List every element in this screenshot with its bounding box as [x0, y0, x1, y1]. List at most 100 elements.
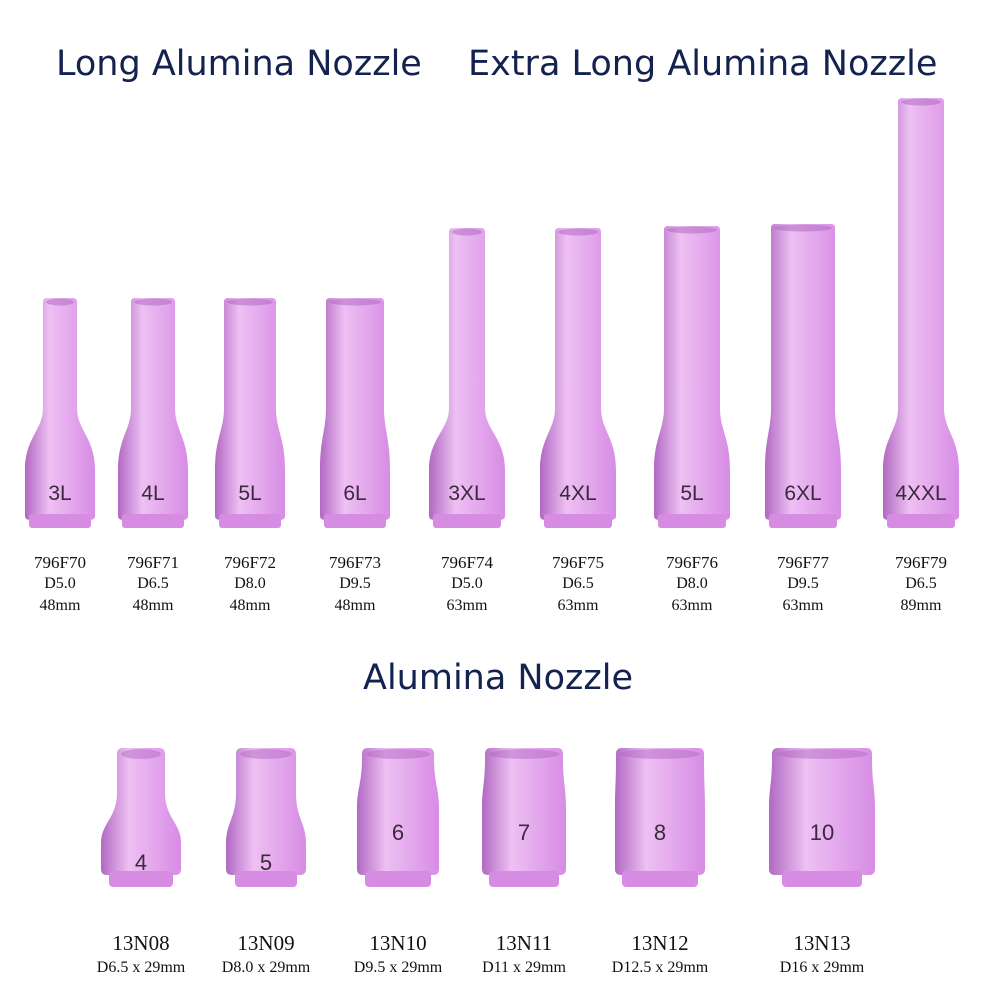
part-number: 796F79: [895, 553, 947, 572]
nozzle-base-ring: [324, 514, 386, 528]
part-number: 13N12: [631, 931, 688, 955]
long-nozzle: 5L 796F72 D8.0 48mm: [215, 298, 285, 614]
nozzle-spec: D6.5 x 29mm: [97, 959, 186, 976]
nozzle-spec: D9.5 x 29mm: [354, 959, 443, 976]
nozzle-length: 48mm: [335, 597, 376, 614]
nozzle-body: [654, 226, 730, 520]
long-nozzle: 3L 796F70 D5.0 48mm: [25, 298, 95, 614]
nozzle-body: [226, 748, 306, 875]
part-number: 796F70: [34, 553, 86, 572]
nozzle-bore: [489, 749, 559, 759]
part-number: 796F73: [329, 553, 381, 572]
bore-diameter: D8.0: [234, 575, 266, 592]
nozzle-base-ring: [29, 514, 91, 528]
extra-long-nozzle: 4XXL 796F79 D6.5 89mm: [883, 98, 959, 614]
bore-diameter: D9.5: [787, 575, 819, 592]
nozzle-body: [429, 228, 505, 520]
extra-long-nozzle-heading: Extra Long Alumina Nozzle: [468, 44, 938, 84]
nozzle-spec: D8.0 x 29mm: [222, 959, 311, 976]
nozzle-spec: D16 x 29mm: [780, 959, 865, 976]
extra-long-nozzle: 5L 796F76 D8.0 63mm: [654, 226, 730, 614]
bore-diameter: D6.5: [137, 575, 169, 592]
nozzle-body: [540, 228, 616, 520]
part-number: 13N13: [793, 931, 850, 955]
nozzle-size-mark: 3L: [48, 482, 71, 505]
nozzle-bore: [901, 98, 941, 106]
nozzle-body: [101, 748, 181, 875]
nozzle-base-ring: [658, 514, 726, 528]
nozzle-size-mark: 10: [810, 820, 834, 845]
nozzle-size-mark: 4: [135, 850, 147, 875]
nozzle-size-mark: 5L: [238, 482, 261, 505]
nozzle-bore: [776, 749, 868, 759]
nozzle-base-ring: [219, 514, 281, 528]
standard-nozzle: 6 13N10 D9.5 x 29mm: [354, 748, 443, 976]
bore-diameter: D6.5: [562, 575, 594, 592]
nozzle-size-mark: 6XL: [784, 482, 821, 505]
nozzle-bore: [329, 298, 381, 306]
nozzle-bore: [774, 224, 832, 232]
nozzle-bore: [558, 228, 598, 236]
nozzle-body: [482, 748, 566, 875]
nozzle-base-ring: [544, 514, 612, 528]
part-number: 796F71: [127, 553, 179, 572]
nozzle-size-mark: 4XXL: [895, 482, 946, 505]
nozzle-length: 89mm: [901, 597, 942, 614]
part-number: 13N09: [237, 931, 294, 955]
nozzle-length: 48mm: [40, 597, 81, 614]
nozzle-body: [883, 98, 959, 520]
extra-long-nozzle: 6XL 796F77 D9.5 63mm: [765, 224, 841, 614]
part-number: 796F77: [777, 553, 829, 572]
nozzle-size-mark: 4XL: [559, 482, 596, 505]
nozzle-size-mark: 5: [260, 850, 272, 875]
nozzle-bore: [620, 749, 700, 759]
nozzle-size-mark: 4L: [141, 482, 164, 505]
nozzle-base-ring: [235, 871, 297, 887]
part-number: 796F76: [666, 553, 718, 572]
nozzle-spec: D12.5 x 29mm: [612, 959, 709, 976]
nozzle-base-ring: [433, 514, 501, 528]
nozzle-bore: [46, 298, 74, 306]
nozzle-size-mark: 8: [654, 820, 666, 845]
nozzle-base-ring: [109, 871, 173, 887]
extra-long-nozzle: 3XL 796F74 D5.0 63mm: [429, 228, 505, 614]
nozzle-length: 63mm: [783, 597, 824, 614]
long-nozzle-heading: Long Alumina Nozzle: [56, 44, 422, 84]
nozzle-spec: D11 x 29mm: [482, 959, 566, 976]
bore-diameter: D9.5: [339, 575, 371, 592]
nozzle-length: 48mm: [133, 597, 174, 614]
nozzle-size-mark: 3XL: [448, 482, 485, 505]
bore-diameter: D5.0: [451, 575, 483, 592]
nozzle-length: 48mm: [230, 597, 271, 614]
nozzle-body: [25, 298, 95, 520]
nozzle-base-ring: [622, 871, 698, 887]
nozzle-length: 63mm: [558, 597, 599, 614]
nozzle-base-ring: [782, 871, 862, 887]
bore-diameter: D6.5: [905, 575, 937, 592]
part-number: 13N08: [112, 931, 169, 955]
part-number: 796F74: [441, 553, 493, 572]
standard-nozzle: 7 13N11 D11 x 29mm: [482, 748, 566, 976]
extra-long-nozzle: 4XL 796F75 D6.5 63mm: [540, 228, 616, 614]
nozzle-size-mark: 7: [518, 820, 530, 845]
nozzle-bore: [134, 298, 172, 306]
nozzle-body: [320, 298, 390, 520]
nozzle-length: 63mm: [447, 597, 488, 614]
nozzle-bore: [667, 226, 717, 234]
nozzle-body: [215, 298, 285, 520]
standard-nozzle: 5 13N09 D8.0 x 29mm: [222, 748, 311, 976]
nozzle-base-ring: [365, 871, 431, 887]
standard-nozzle: 4 13N08 D6.5 x 29mm: [97, 748, 186, 976]
nozzle-body: [118, 298, 188, 520]
nozzle-base-ring: [769, 514, 837, 528]
nozzle-base-ring: [122, 514, 184, 528]
nozzle-size-mark: 6: [392, 820, 404, 845]
part-number: 13N10: [369, 931, 426, 955]
bore-diameter: D5.0: [44, 575, 76, 592]
alumina-nozzle-heading: Alumina Nozzle: [363, 658, 634, 698]
nozzle-body: [769, 748, 875, 875]
long-nozzle: 4L 796F71 D6.5 48mm: [118, 298, 188, 614]
nozzle-base-ring: [489, 871, 559, 887]
nozzle-body: [615, 748, 705, 875]
